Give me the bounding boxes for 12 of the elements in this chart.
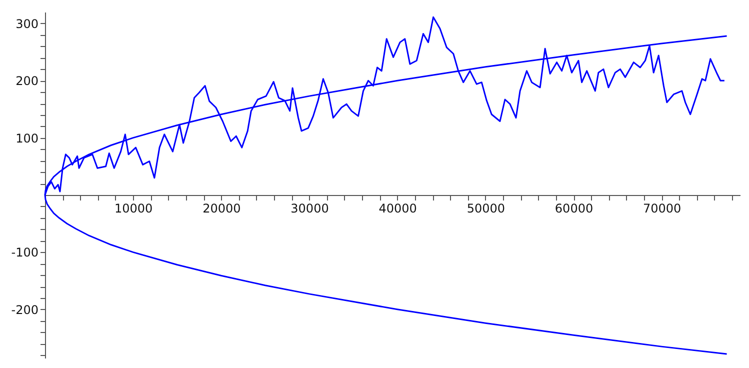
y-tick-label: 100 [16,131,38,146]
x-tick-label: 60000 [554,202,594,216]
x-tick-label: 70000 [643,202,682,216]
x-tick-label: 10000 [114,202,153,216]
x-tick-label: 20000 [202,202,241,216]
y-tick-label: 300 [16,16,38,31]
x-tick-label: 50000 [466,202,506,216]
x-tick-label: 30000 [290,202,329,216]
y-tick-label: -200 [11,302,38,317]
y-tick-label: 200 [16,74,38,88]
x-tick-label: 40000 [378,202,417,216]
y-tick-label: -100 [11,246,38,260]
